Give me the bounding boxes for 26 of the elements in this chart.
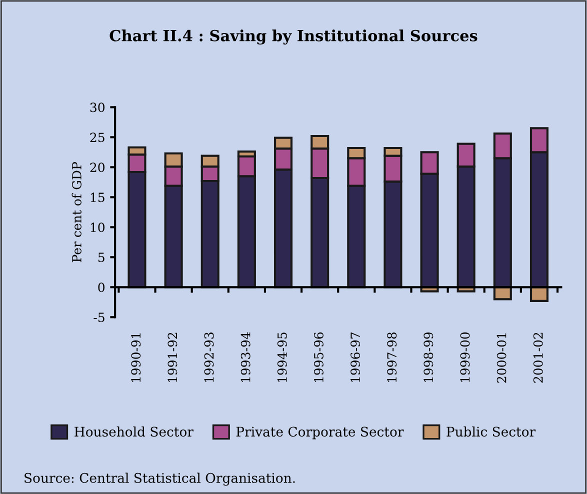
x-tick-label: 2001-02 — [533, 332, 543, 383]
y-tick-label: 5 — [98, 252, 104, 262]
y-axis-title: Per cent of GDP — [72, 162, 82, 262]
y-tick-label: 0 — [98, 282, 104, 292]
x-tick-label: 1990-91 — [131, 333, 141, 382]
x-tick-label: 1996-97 — [350, 332, 360, 382]
x-tick-label: 1997-98 — [387, 332, 397, 382]
y-tick-label: 20 — [90, 162, 104, 172]
x-tick-label: 1991-92 — [168, 332, 178, 382]
y-tick-label: 15 — [90, 192, 104, 202]
x-tick-label: 2000-01 — [496, 333, 506, 383]
x-tick-label: 1992-93 — [204, 332, 214, 382]
y-tick-label: 30 — [90, 102, 104, 112]
legend-label: Household Sector — [74, 426, 194, 437]
y-tick-label: -5 — [94, 312, 104, 322]
legend-label: Private Corporate Sector — [236, 426, 404, 440]
source-note: Source: Central Statistical Organisation. — [24, 472, 295, 486]
x-tick-label: 1999-00 — [460, 332, 470, 382]
legend-label: Public Sector — [446, 426, 536, 437]
x-tick-label: 1995-96 — [314, 332, 324, 382]
x-tick-label: 1998-99 — [424, 332, 434, 382]
chart-title: Chart II.4 : Saving by Institutional Sources — [110, 30, 478, 45]
y-tick-label: 25 — [90, 132, 104, 142]
x-tick-label: 1994-95 — [277, 332, 287, 382]
y-tick-label: 10 — [90, 222, 104, 232]
x-tick-label: 1993-94 — [240, 332, 250, 382]
